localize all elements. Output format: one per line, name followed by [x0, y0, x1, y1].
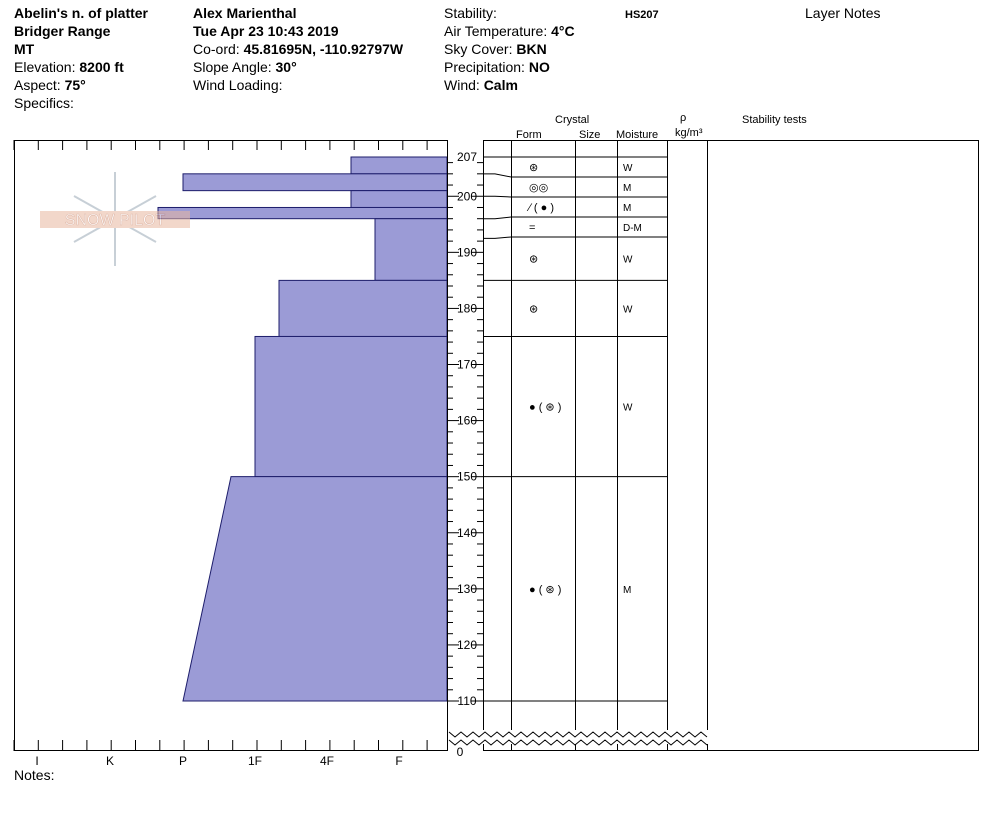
depth-tick-marks [447, 162, 483, 702]
stability-label: Stability: [444, 5, 497, 21]
layer-form: ⊛ [529, 303, 538, 315]
wind: Wind: Calm [444, 77, 518, 93]
hardness-bar [182, 173, 448, 192]
hardness-bar [157, 206, 448, 220]
depth-label-140: 140 [457, 526, 477, 540]
hardness-bar [182, 476, 448, 702]
density-symbol: ρ [680, 112, 687, 124]
layer-connector [483, 216, 512, 220]
depth-label-110: 110 [457, 694, 476, 708]
aspect: Aspect: 75° [14, 77, 86, 93]
layer-rows: ⊛ W ◎◎ M ∕ ( ● ) M = D-M ⊛ W ⊛ W ● ( ⊛ ) W ● ( ⊛ ) M [483, 156, 667, 702]
precipitation: Precipitation: NO [444, 59, 550, 75]
depth-label-130: 130 [457, 582, 477, 596]
depth-label-207: 207 [457, 150, 477, 164]
layer-moisture: W [623, 403, 633, 414]
depth-label-160: 160 [457, 414, 477, 428]
hardness-label-P: P [179, 754, 187, 768]
layer-connector [483, 236, 512, 239]
depth-label-150: 150 [457, 470, 477, 484]
hardness-label-4F: 4F [320, 754, 334, 768]
slope-angle: Slope Angle: 30° [193, 59, 297, 75]
depth-label-180: 180 [457, 301, 477, 315]
moisture-header: Moisture [616, 129, 659, 141]
depth-label-170: 170 [457, 358, 477, 372]
layer-form: ◎◎ [529, 182, 548, 194]
wind-loading-label: Wind Loading: [193, 77, 283, 93]
hardness-bar [254, 335, 448, 478]
depth-label-120: 120 [457, 638, 477, 652]
layer-table-columns [511, 140, 708, 751]
hardness-bars [157, 156, 448, 702]
hardness-bar [374, 218, 448, 281]
layer-form: ∕ ( ● ) [526, 202, 554, 214]
layer-moisture: D-M [623, 223, 642, 234]
air-temperature: Air Temperature: 4°C [444, 23, 575, 39]
hardness-label-I: I [35, 754, 38, 768]
density-unit: kg/m³ [675, 127, 703, 139]
hardness-bar [350, 156, 448, 175]
depth-label-200: 200 [457, 189, 477, 203]
svg-text:SNOW PILOT: SNOW PILOT [65, 212, 166, 229]
layer-form: ● ( ⊛ ) [529, 584, 561, 596]
observer-name: Alex Marienthal [193, 5, 297, 21]
layer-moisture: W [623, 163, 633, 174]
notes-label: Notes: [14, 767, 55, 783]
hardness-label-K: K [106, 754, 114, 768]
snowpilot-logo: SNOW PILOT [40, 172, 190, 266]
layer-connector [483, 173, 512, 178]
size-header: Size [579, 129, 601, 141]
layer-table-frame [483, 140, 979, 751]
depth-labels: 110 120 130 140 150 160 170 180 190 200 207 0 [457, 150, 478, 759]
layer-form: ⊛ [529, 254, 538, 266]
hardness-scale-labels: I K P 1F 4F F [35, 754, 402, 768]
state-name: MT [14, 41, 35, 57]
zigzag-line [448, 739, 708, 746]
observation-datetime: Tue Apr 23 10:43 2019 [193, 23, 339, 39]
hardness-bar [350, 190, 448, 208]
layer-moisture: W [623, 304, 633, 315]
hardness-label-1F: 1F [248, 754, 262, 768]
snow-height: HS207 [625, 9, 659, 21]
layer-moisture: M [623, 203, 631, 214]
stability-tests-header: Stability tests [742, 114, 807, 126]
specifics-label: Specifics: [14, 95, 74, 111]
depth-label-zero: 0 [457, 745, 464, 759]
layer-form: ⊛ [529, 162, 538, 174]
form-header: Form [516, 129, 542, 141]
layer-notes-title: Layer Notes [805, 5, 881, 21]
layer-moisture: M [623, 585, 631, 596]
axis-break-zigzag [448, 731, 708, 746]
layer-moisture: M [623, 183, 631, 194]
location-name: Abelin's n. of platter [14, 5, 149, 21]
crystal-header: Crystal [555, 114, 590, 126]
depth-label-190: 190 [457, 245, 477, 259]
hardness-label-F: F [395, 754, 402, 768]
layer-moisture: W [623, 255, 633, 266]
coordinates: Co-ord: 45.81695N, -110.92797W [193, 41, 404, 57]
layer-connector [483, 195, 512, 198]
hardness-bar [278, 279, 448, 337]
elevation: Elevation: 8200 ft [14, 59, 124, 75]
range-name: Bridger Range [14, 23, 111, 39]
zigzag-line [448, 731, 708, 738]
layer-form: ● ( ⊛ ) [529, 402, 561, 414]
sky-cover: Sky Cover: BKN [444, 41, 547, 57]
hardness-tick-marks [13, 140, 428, 751]
layer-form: = [529, 222, 535, 234]
